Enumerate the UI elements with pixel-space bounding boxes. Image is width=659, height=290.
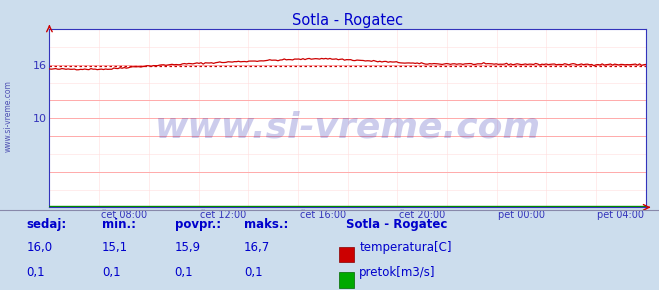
Text: 0,1: 0,1 <box>102 266 121 279</box>
Text: www.si-vreme.com: www.si-vreme.com <box>3 80 13 152</box>
Text: maks.:: maks.: <box>244 218 288 231</box>
Text: 16,0: 16,0 <box>26 241 53 254</box>
Text: 16,7: 16,7 <box>244 241 270 254</box>
Text: 15,9: 15,9 <box>175 241 201 254</box>
Text: 15,1: 15,1 <box>102 241 129 254</box>
Text: pretok[m3/s]: pretok[m3/s] <box>359 266 436 279</box>
Text: min.:: min.: <box>102 218 136 231</box>
Text: sedaj:: sedaj: <box>26 218 67 231</box>
Text: 0,1: 0,1 <box>175 266 193 279</box>
Text: 0,1: 0,1 <box>244 266 262 279</box>
Text: temperatura[C]: temperatura[C] <box>359 241 451 254</box>
Title: Sotla - Rogatec: Sotla - Rogatec <box>292 13 403 28</box>
Text: www.si-vreme.com: www.si-vreme.com <box>155 110 540 144</box>
Text: povpr.:: povpr.: <box>175 218 221 231</box>
Text: 0,1: 0,1 <box>26 266 45 279</box>
Text: Sotla - Rogatec: Sotla - Rogatec <box>346 218 447 231</box>
